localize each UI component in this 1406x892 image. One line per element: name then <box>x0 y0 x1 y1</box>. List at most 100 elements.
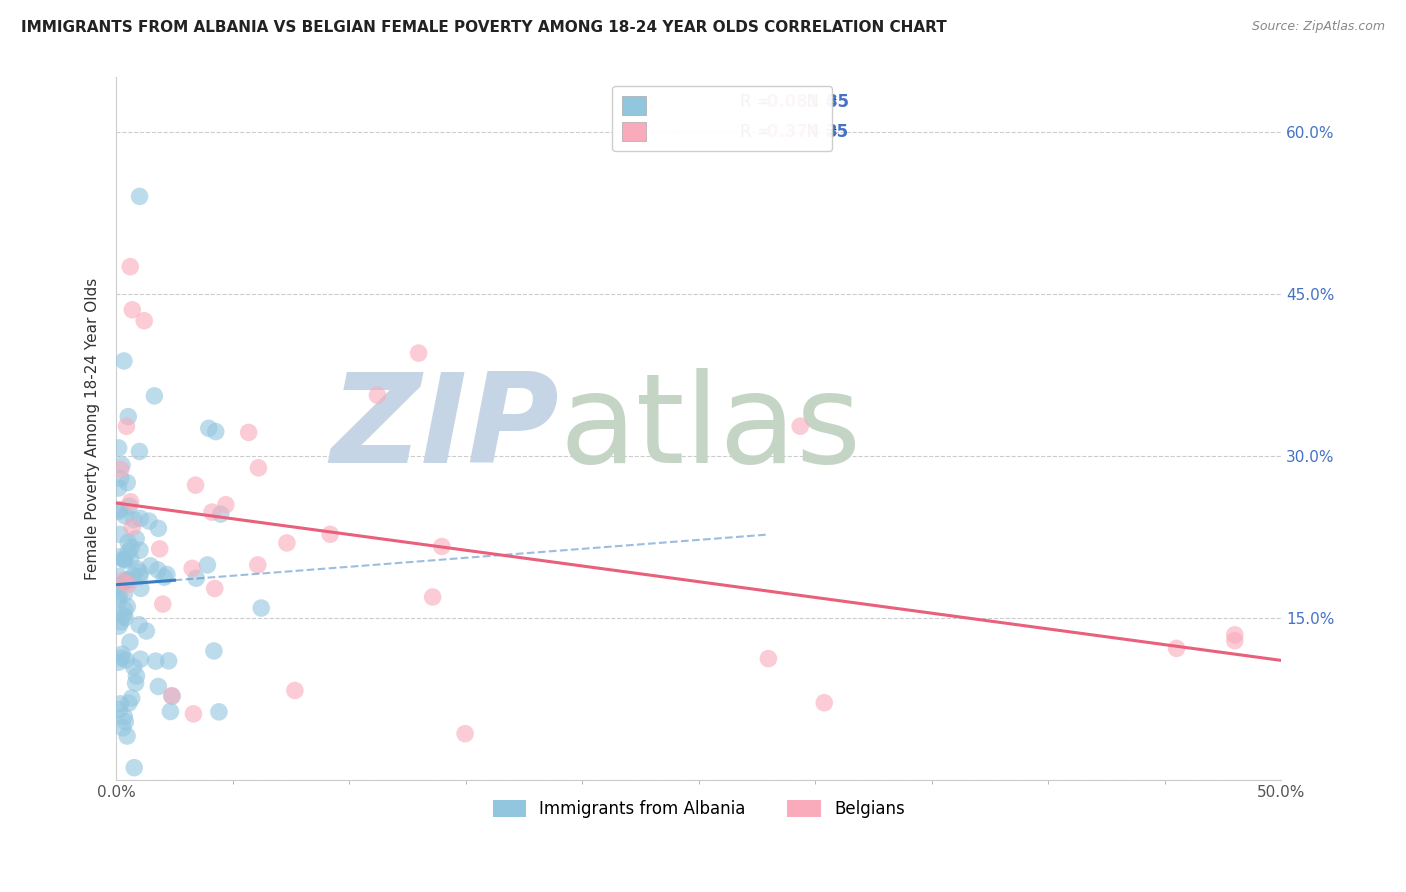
Point <box>121 520 143 534</box>
Point <box>129 652 152 666</box>
Point <box>120 495 142 509</box>
Point <box>108 527 131 541</box>
Text: atlas: atlas <box>560 368 860 490</box>
Point <box>181 561 204 575</box>
Point <box>789 419 811 434</box>
Point <box>112 608 135 623</box>
Point <box>111 721 134 735</box>
Point <box>129 543 152 558</box>
Text: -0.081: -0.081 <box>761 93 820 111</box>
Point <box>107 655 129 669</box>
Point <box>215 498 238 512</box>
Point <box>108 549 131 564</box>
Point <box>366 388 388 402</box>
Point <box>430 540 453 554</box>
Point <box>148 521 170 535</box>
Point <box>120 541 142 555</box>
Point <box>108 703 131 717</box>
Point <box>127 562 149 576</box>
Point <box>107 569 129 583</box>
Text: R =: R = <box>740 93 776 111</box>
Point <box>117 599 139 614</box>
Point <box>128 189 150 203</box>
Point <box>160 689 183 703</box>
Point <box>117 409 139 424</box>
Point <box>111 574 134 588</box>
Point <box>111 647 134 661</box>
Point <box>1223 633 1246 648</box>
Point <box>122 568 145 582</box>
Point <box>250 601 273 615</box>
Point <box>129 582 152 596</box>
Point <box>110 697 132 711</box>
Text: -0.374: -0.374 <box>761 122 820 141</box>
Point <box>276 536 298 550</box>
Point <box>197 558 219 572</box>
Point <box>108 588 131 602</box>
Point <box>118 696 141 710</box>
Text: IMMIGRANTS FROM ALBANIA VS BELGIAN FEMALE POVERTY AMONG 18-24 YEAR OLDS CORRELAT: IMMIGRANTS FROM ALBANIA VS BELGIAN FEMAL… <box>21 20 946 35</box>
Point <box>122 660 145 674</box>
Point <box>120 260 142 274</box>
Point <box>108 619 131 633</box>
Point <box>107 504 129 518</box>
Point <box>115 475 138 490</box>
Point <box>204 582 226 596</box>
Point <box>122 761 145 775</box>
Point <box>115 573 138 587</box>
Point <box>121 302 143 317</box>
Y-axis label: Female Poverty Among 18-24 Year Olds: Female Poverty Among 18-24 Year Olds <box>86 277 100 580</box>
Point <box>114 714 136 729</box>
Point <box>148 680 170 694</box>
Point <box>118 635 141 649</box>
Point <box>114 587 136 601</box>
Point <box>145 654 167 668</box>
Point <box>135 624 157 638</box>
Point <box>422 590 444 604</box>
Point <box>111 458 134 472</box>
Point <box>110 650 132 665</box>
Point <box>202 644 225 658</box>
Point <box>454 726 477 740</box>
Point <box>157 654 180 668</box>
Text: R =: R = <box>740 122 776 141</box>
Text: N =: N = <box>796 93 844 111</box>
Text: 35: 35 <box>825 122 849 141</box>
Point <box>246 558 269 572</box>
Point <box>319 527 342 541</box>
Point <box>115 653 138 667</box>
Point <box>117 574 139 588</box>
Point <box>114 574 136 589</box>
Point <box>143 389 166 403</box>
Point <box>284 683 307 698</box>
Point <box>117 544 139 558</box>
Point <box>108 502 131 516</box>
Point <box>209 507 232 521</box>
Point <box>1166 641 1188 656</box>
Point <box>117 535 139 549</box>
Point <box>125 532 148 546</box>
Point <box>115 419 138 434</box>
Text: ZIP: ZIP <box>330 368 560 490</box>
Legend: Immigrants from Albania, Belgians: Immigrants from Albania, Belgians <box>486 793 911 825</box>
Point <box>208 705 231 719</box>
Point <box>139 558 162 573</box>
Point <box>110 615 132 629</box>
Point <box>107 592 129 607</box>
Point <box>183 706 205 721</box>
Text: N =: N = <box>796 122 844 141</box>
Point <box>120 551 142 566</box>
Point <box>129 566 152 580</box>
Point <box>238 425 260 440</box>
Point <box>204 425 226 439</box>
Point <box>122 513 145 527</box>
Point <box>152 597 174 611</box>
Point <box>121 691 143 706</box>
Point <box>107 441 129 455</box>
Point <box>118 499 141 513</box>
Point <box>813 696 835 710</box>
Point <box>138 514 160 528</box>
Point <box>124 676 146 690</box>
Text: 85: 85 <box>825 93 849 111</box>
Point <box>247 460 270 475</box>
